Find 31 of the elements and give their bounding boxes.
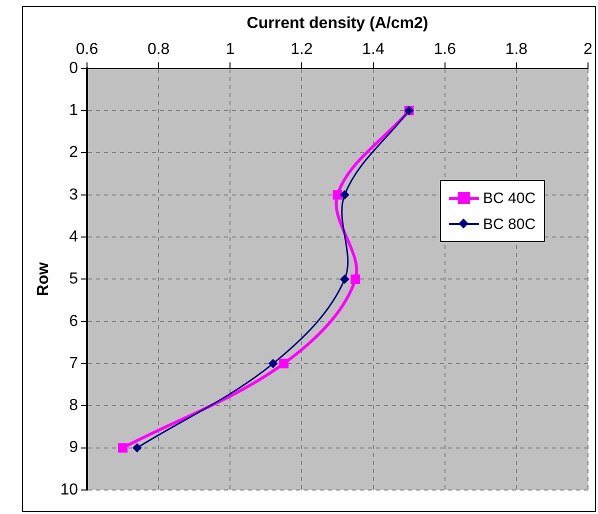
- x-tick-label: 1.6: [434, 41, 456, 58]
- y-tick-label: 0: [69, 60, 78, 77]
- y-tick-label: 10: [60, 481, 78, 498]
- x-tick-label: 0.6: [76, 41, 98, 58]
- x-tick-label: 1.4: [362, 41, 385, 58]
- y-tick-label: 2: [69, 144, 78, 162]
- point: [332, 190, 342, 200]
- x-axis-title: Current density (A/cm2): [246, 15, 428, 32]
- y-tick-label: 4: [69, 228, 78, 246]
- point: [268, 359, 278, 368]
- point: [340, 190, 350, 200]
- point: [118, 443, 128, 453]
- point: [340, 274, 350, 284]
- x-tick-label: 2: [584, 41, 593, 58]
- x-tick-label: 1.8: [505, 41, 528, 58]
- x-tick-label: 0.8: [147, 41, 170, 58]
- x-tick-label: 1.2: [290, 41, 313, 58]
- y-tick-label: 7: [69, 354, 78, 372]
- point: [350, 274, 360, 284]
- point: [132, 443, 142, 452]
- y-tick-label: 8: [69, 397, 78, 414]
- y-tick-label: 6: [69, 312, 78, 330]
- x-tick-label: 1: [226, 41, 235, 58]
- legend-label: BC 40C: [483, 190, 536, 206]
- y-tick-label: 5: [69, 270, 78, 288]
- point: [279, 358, 289, 368]
- y-tick-label: 3: [69, 186, 78, 204]
- y-tick-label: 1: [69, 102, 78, 119]
- y-tick-label: 9: [69, 439, 78, 456]
- legend-label: BC 80C: [483, 216, 536, 232]
- y-axis-title: Row: [35, 262, 52, 296]
